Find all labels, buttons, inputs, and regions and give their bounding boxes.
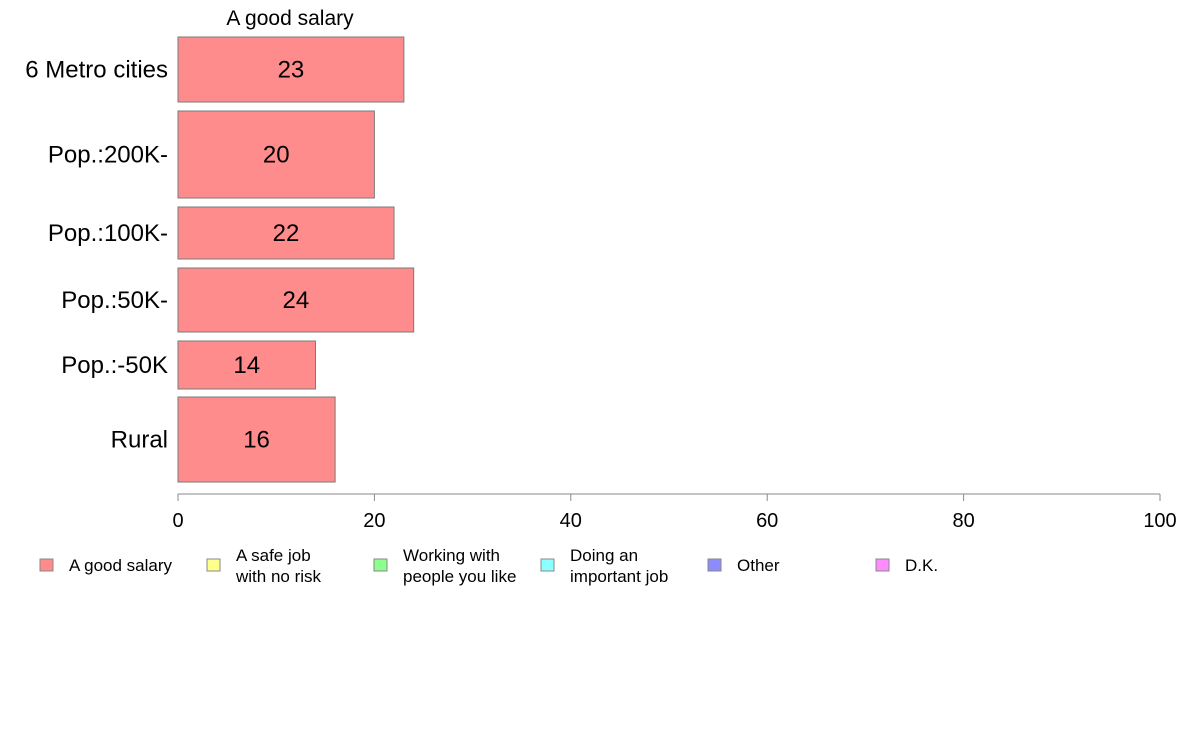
data-label: 14: [233, 352, 260, 379]
data-label: 20: [263, 142, 290, 169]
chart-title: A good salary: [226, 7, 354, 30]
x-axis: 0 20 40 60 80 100: [172, 493, 1177, 532]
data-label: 24: [282, 287, 309, 314]
x-tick-label: 20: [363, 510, 385, 532]
legend-swatch: [540, 558, 555, 572]
bar: [177, 340, 316, 390]
legend-swatch: [373, 558, 388, 572]
category-label: 6 Metro cities: [25, 57, 168, 84]
x-tick-label: 60: [756, 510, 778, 532]
category-label: Pop.:50K-: [61, 287, 168, 314]
data-label: 23: [278, 57, 305, 84]
legend-swatch: [39, 558, 54, 572]
legend-label: Working with people you like: [403, 546, 516, 586]
bar: [177, 110, 375, 199]
x-tick-label: 0: [172, 510, 183, 532]
legend-label: D.K.: [905, 556, 938, 575]
legend: A good salary A safe job with no risk Worki…: [39, 546, 938, 586]
bar: [177, 396, 336, 483]
legend-swatch: [206, 558, 221, 572]
legend-label: A safe job with no risk: [235, 546, 322, 586]
category-label: Pop.:-50K: [61, 352, 168, 379]
legend-swatch: [707, 558, 722, 572]
legend-label: A good salary: [69, 556, 173, 575]
legend-swatch: [875, 558, 890, 572]
legend-label: Doing an important job: [570, 546, 668, 586]
bar: [177, 267, 415, 333]
x-tick-label: 80: [952, 510, 974, 532]
category-label: Pop.:100K-: [48, 220, 168, 247]
data-label: 16: [243, 427, 270, 454]
bar: [177, 36, 405, 103]
x-tick-label: 40: [560, 510, 582, 532]
bar: [177, 206, 395, 260]
x-tick-label: 100: [1143, 510, 1176, 532]
category-label: Pop.:200K-: [48, 142, 168, 169]
category-label: Rural: [111, 427, 168, 454]
data-label: 22: [273, 220, 300, 247]
bars-group: 23 6 Metro cities 20 Pop.:200K- 22 Pop.:100K-…: [25, 36, 415, 483]
legend-label: Other: [737, 556, 780, 575]
